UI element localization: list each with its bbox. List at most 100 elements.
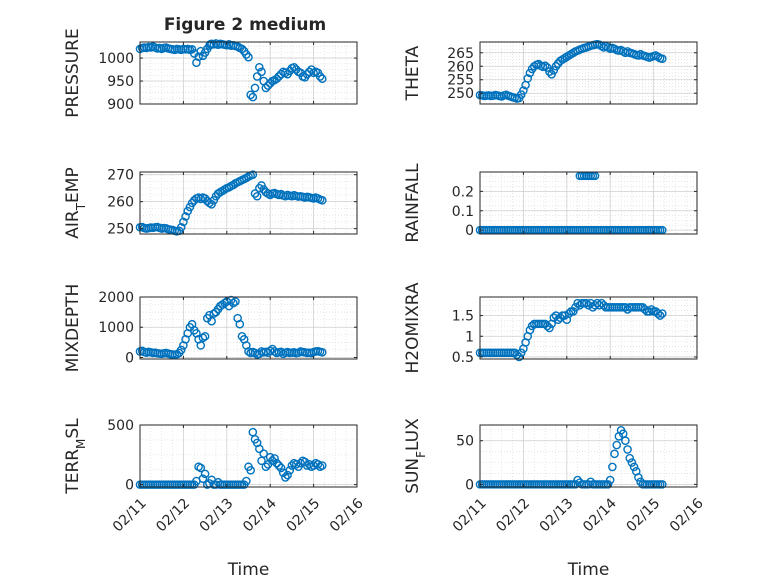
data-point	[571, 303, 580, 312]
data-point	[653, 309, 663, 318]
data-point	[540, 61, 550, 71]
data-point	[647, 305, 656, 314]
data-point	[246, 90, 255, 100]
data-point	[516, 348, 526, 358]
y-tick-label: 250	[107, 222, 134, 238]
data-point	[317, 461, 327, 470]
data-point	[176, 222, 186, 232]
y-axis-label: RAINFALL	[403, 163, 423, 243]
y-axis-label-main: THETA	[403, 45, 423, 101]
y-axis-label: THETA	[403, 45, 423, 101]
y-tick-label: 265	[447, 46, 474, 62]
data-point	[261, 462, 271, 472]
y-tick-label: 1000	[98, 51, 134, 67]
data-point	[255, 62, 264, 72]
data-point	[261, 83, 271, 93]
data-point	[179, 217, 188, 227]
data-point	[655, 311, 665, 320]
data-point	[187, 45, 197, 54]
y-tick-label: 0.1	[452, 204, 474, 220]
y-axis-label-main: RAINFALL	[403, 163, 423, 243]
y-tick-label: 500	[107, 418, 134, 434]
data-point	[573, 475, 582, 485]
data-point	[657, 309, 667, 318]
data-point	[289, 62, 299, 72]
data-point	[276, 463, 286, 473]
data-point	[560, 311, 569, 320]
data-point	[272, 74, 282, 84]
data-point	[248, 170, 258, 179]
data-point	[229, 298, 238, 308]
axes-box	[479, 41, 698, 105]
data-point	[317, 195, 327, 205]
axes-box	[479, 424, 698, 488]
y-tick-label: 0	[125, 350, 134, 366]
data-point	[623, 445, 632, 454]
data-point	[252, 191, 262, 201]
y-axis-label-tail: LUX	[403, 418, 423, 451]
data-point	[194, 52, 203, 62]
data-point	[523, 74, 533, 83]
y-tick-label: 50	[456, 434, 474, 450]
data-point	[209, 309, 219, 318]
x-axis-label: Time	[227, 560, 270, 580]
data-point	[176, 345, 186, 355]
data-point	[255, 444, 264, 454]
y-axis-label: H2OMIXRA	[403, 282, 423, 373]
data-point	[272, 458, 282, 468]
data-point	[246, 466, 255, 475]
data-point	[283, 470, 292, 480]
data-point	[634, 473, 643, 482]
data-point	[612, 440, 622, 450]
y-tick-label: 260	[107, 195, 134, 211]
data-point	[198, 333, 208, 343]
y-tick-label: 0	[125, 478, 134, 494]
y-axis-label-main: PRESSURE	[63, 28, 83, 117]
data-point	[281, 473, 290, 482]
y-tick-label: 1.5	[452, 309, 474, 325]
x-axis-label: Time	[567, 560, 610, 580]
data-point	[608, 462, 617, 472]
data-point	[242, 476, 251, 486]
y-tick-label: 900	[107, 97, 134, 113]
y-tick-label: 2000	[98, 290, 134, 306]
data-point	[514, 352, 524, 362]
y-axis-label-tail: SL	[63, 418, 83, 439]
data-point	[317, 348, 327, 357]
y-tick-label: 0	[465, 477, 474, 493]
y-tick-label: 950	[107, 74, 134, 90]
subplot-5: 0 1000 2000 MIXDEPTH	[63, 284, 358, 373]
y-axis-label: SUNFLUX	[403, 418, 428, 494]
y-axis-label: MIXDEPTH	[63, 284, 83, 373]
data-point	[291, 460, 301, 469]
y-tick-label: 0.2	[452, 184, 474, 200]
data-point	[270, 454, 279, 463]
subplot-4: 0 0.1 0.2 RAINFALL	[403, 163, 698, 243]
data-point	[200, 469, 210, 479]
data-point	[231, 297, 240, 306]
data-point	[621, 436, 630, 446]
data-point	[605, 475, 615, 485]
data-point	[196, 341, 206, 350]
y-tick-label: 255	[447, 73, 474, 89]
data-point	[229, 180, 238, 190]
data-point	[235, 319, 245, 329]
axes-box	[479, 296, 698, 360]
data-point	[259, 449, 268, 458]
data-point	[252, 72, 262, 81]
data-point	[610, 449, 619, 459]
y-tick-label: 260	[447, 59, 474, 75]
y-axis-label-subscript: T	[74, 202, 88, 211]
y-axis-label-main: MIXDEPTH	[63, 284, 83, 373]
data-point	[569, 307, 578, 316]
y-axis-label: AIRTEMP	[63, 167, 88, 238]
axes-box	[139, 171, 358, 235]
y-axis-label-tail: EMP	[63, 167, 83, 203]
data-point	[268, 456, 277, 466]
data-point	[196, 463, 206, 473]
data-point	[512, 350, 522, 360]
data-point	[244, 52, 253, 62]
y-tick-label: 0.5	[452, 350, 474, 366]
